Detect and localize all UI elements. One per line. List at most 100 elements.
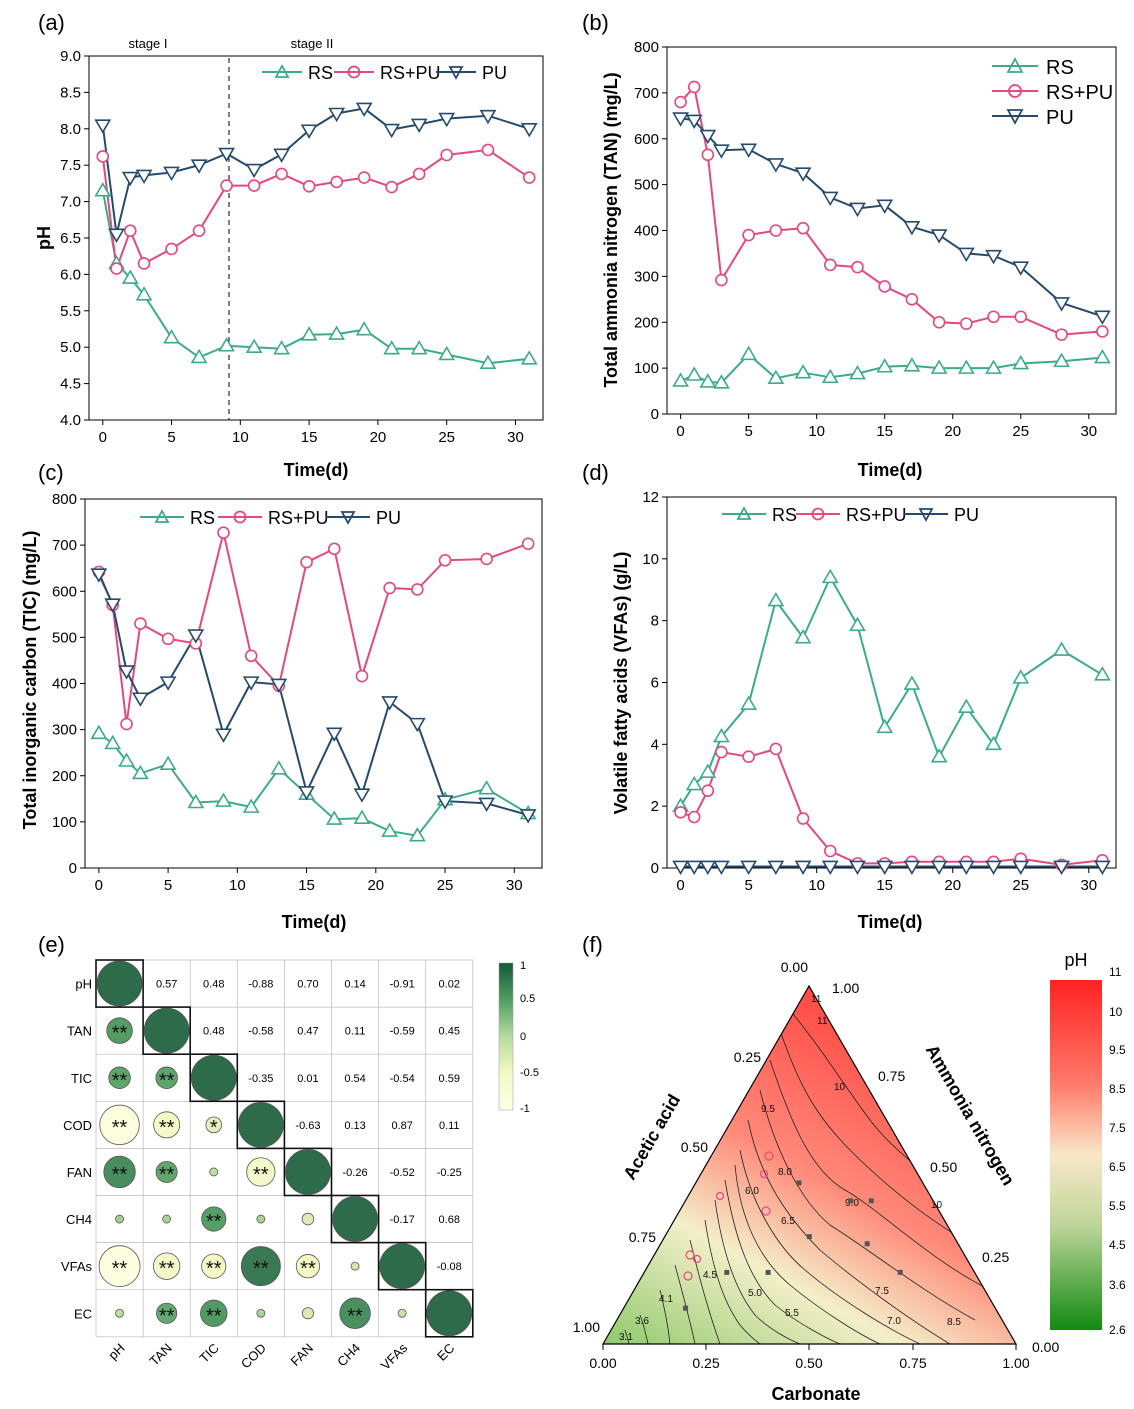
panel-b-legend-rspu: RS+PU <box>992 82 1113 104</box>
panel-d-x-tick-label-4: 20 <box>944 877 961 894</box>
panel-c-x-tick-label-0: 0 <box>95 877 103 894</box>
panel-a-point-rs-6 <box>218 337 235 352</box>
panel-a-point-rs-12 <box>383 340 401 355</box>
panel-e-col-label-3: COD <box>238 1340 269 1371</box>
panel-f-bottom-axis-label: Carbonate <box>771 1384 860 1404</box>
panel-a-point-pu-16 <box>520 123 538 138</box>
panel-e-row-label-4: FAN <box>67 1165 92 1180</box>
panel-d-line-rspu <box>680 747 1103 866</box>
panel-b-point-rs-16 <box>1094 348 1111 364</box>
panel-d-point-rs-12 <box>957 698 975 714</box>
panel-c-y-tick-label-4: 400 <box>52 676 77 693</box>
panel-a-y-tick-label-3: 5.5 <box>60 303 81 320</box>
panel-c-point-pu-10 <box>325 727 343 742</box>
panel-a-point-rs-7 <box>245 338 263 354</box>
panel-b-x-tick-label-0: 0 <box>676 423 684 440</box>
panel-f-right-tick-5: 0.00 <box>1032 1339 1059 1355</box>
panel-f-point-3 <box>806 1234 812 1240</box>
panel-f-right-tick-3: 0.50 <box>930 1159 957 1175</box>
panel-b-letter: (b) <box>582 10 609 35</box>
panel-d-legend-rs-label: RS <box>772 505 797 525</box>
panel-c-point-rs-8 <box>270 760 288 775</box>
panel-f-point-1 <box>848 1198 854 1204</box>
panel-e-colorbar-tick-2: 0.5 <box>520 993 535 1005</box>
panel-b-point-rs-11 <box>930 359 948 374</box>
panel-c-line-pu <box>97 573 529 816</box>
panel-a-point-rspu-13 <box>412 167 426 181</box>
panel-a-y-tick-label-4: 6.0 <box>60 266 81 283</box>
panel-e-col-label-0: pH <box>105 1340 127 1362</box>
panel-f-sample-markers <box>683 1151 774 1281</box>
panel-e-circle-6-1 <box>152 1252 181 1280</box>
panel-f-contour-label-10: 10 <box>834 1082 846 1093</box>
panel-c-point-rspu-2 <box>120 717 133 731</box>
panel-f-right-tick-4: 0.25 <box>982 1249 1009 1265</box>
panel-b-legend-rs-label: RS <box>1046 57 1074 79</box>
panel-d-point-rs-6 <box>794 629 812 644</box>
panel-b-point-rs-7 <box>821 368 839 384</box>
panel-c-markers-rspu <box>92 526 535 731</box>
panel-c-point-rs-15 <box>478 780 495 795</box>
panel-e-circle-4-4 <box>285 1149 331 1195</box>
panel-a-series <box>94 102 538 370</box>
panel-a-y-tick-label-10: 9.0 <box>60 48 81 65</box>
panel-b-markers-rs <box>672 345 1111 389</box>
panel-b-point-rspu-14 <box>1014 310 1028 324</box>
panel-a-point-pu-2 <box>121 171 139 187</box>
panel-a-point-rs-16 <box>520 350 538 365</box>
panel-c-point-rspu-10 <box>327 542 341 556</box>
panel-a-legend: RS RS+PU PU <box>262 63 507 83</box>
panel-d-x-tick-label-6: 30 <box>1080 877 1097 894</box>
panel-c-line-rs <box>98 732 529 837</box>
panel-e-significance-3-1: ** <box>159 1117 175 1139</box>
panel-e-circle-3-3 <box>237 1101 284 1148</box>
panel-d-point-rspu-4 <box>742 750 755 764</box>
panel-e-circle-6-0 <box>98 1245 141 1288</box>
panel-e-significance-3-0: ** <box>112 1117 128 1139</box>
panel-f-bottom-tick-4: 0.75 <box>899 1355 926 1371</box>
panel-b-point-rspu-1 <box>687 80 701 94</box>
panel-a-point-rspu-0 <box>96 150 110 163</box>
panel-f-contour-label-4-5: 4.5 <box>703 1270 717 1281</box>
panel-d-point-rs-13 <box>985 735 1002 751</box>
panel-b-point-pu-3 <box>713 144 730 159</box>
panel-e-circle-4-3 <box>246 1157 276 1187</box>
panel-c-x-tick-label-6: 30 <box>506 877 523 894</box>
panel-c-point-pu-4 <box>159 676 177 691</box>
panel-b-legend: RS RS+PU PU <box>992 57 1113 129</box>
panel-f-point-0 <box>897 1269 903 1275</box>
panel-a-point-rspu-11 <box>357 171 371 184</box>
panel-e-circle-3-1 <box>153 1111 181 1139</box>
panel-b-point-rspu-6 <box>796 221 810 235</box>
panel-c-legend-rs-label: RS <box>190 508 215 528</box>
panel-f-colorbar-bar <box>1050 980 1102 1330</box>
panel-c-point-pu-9 <box>298 786 315 801</box>
panel-c-point-pu-8 <box>270 678 288 694</box>
panel-e-circle-7-1 <box>156 1302 178 1324</box>
panel-c-point-rs-7 <box>242 798 260 813</box>
panel-f-letter: (f) <box>582 932 603 957</box>
panel-c-point-pu-6 <box>215 728 232 743</box>
panel-c-point-rs-1 <box>104 734 122 750</box>
panel-b-point-rs-9 <box>876 358 894 373</box>
panel-b-y-tick-label-8: 800 <box>634 39 659 56</box>
panel-b-markers-rspu <box>674 80 1109 341</box>
panel-a-point-pu-0 <box>94 119 112 134</box>
panel-d-x-tick-label-3: 15 <box>876 877 893 894</box>
panel-f-ternary-plot: (f) 11 11 10 9.5 9.0 8.5 <box>573 932 1126 1404</box>
panel-f-contour-labels: 11 11 10 9.5 9.0 8.5 8.0 7.5 7.0 10 6.5 … <box>619 994 961 1343</box>
panel-e-value-6-7: -0.08 <box>437 1261 462 1273</box>
panel-e-circle-5-5 <box>332 1196 378 1242</box>
panel-c-point-rspu-14 <box>438 554 452 567</box>
panel-a-point-pu-5 <box>190 159 208 174</box>
panel-b-point-rspu-13 <box>987 310 1000 324</box>
panel-e-col-label-7: EC <box>434 1340 457 1363</box>
panel-a-x-label: Time(d) <box>284 460 349 480</box>
panel-a-legend-rspu-label: RS+PU <box>380 63 441 83</box>
panel-e-value-4-7: -0.25 <box>437 1167 462 1179</box>
panel-e-colorbar-bar <box>498 962 514 1111</box>
panel-d-point-rs-5 <box>767 591 785 607</box>
panel-e-row-label-7: EC <box>74 1306 92 1321</box>
panel-e-matrix: pH pH TAN TAN TIC TIC COD COD FAN FAN CH4 CH4 VFAs VF… <box>61 959 474 1373</box>
panel-f-colorbar-tick-6: 6.5 <box>1109 1160 1126 1174</box>
